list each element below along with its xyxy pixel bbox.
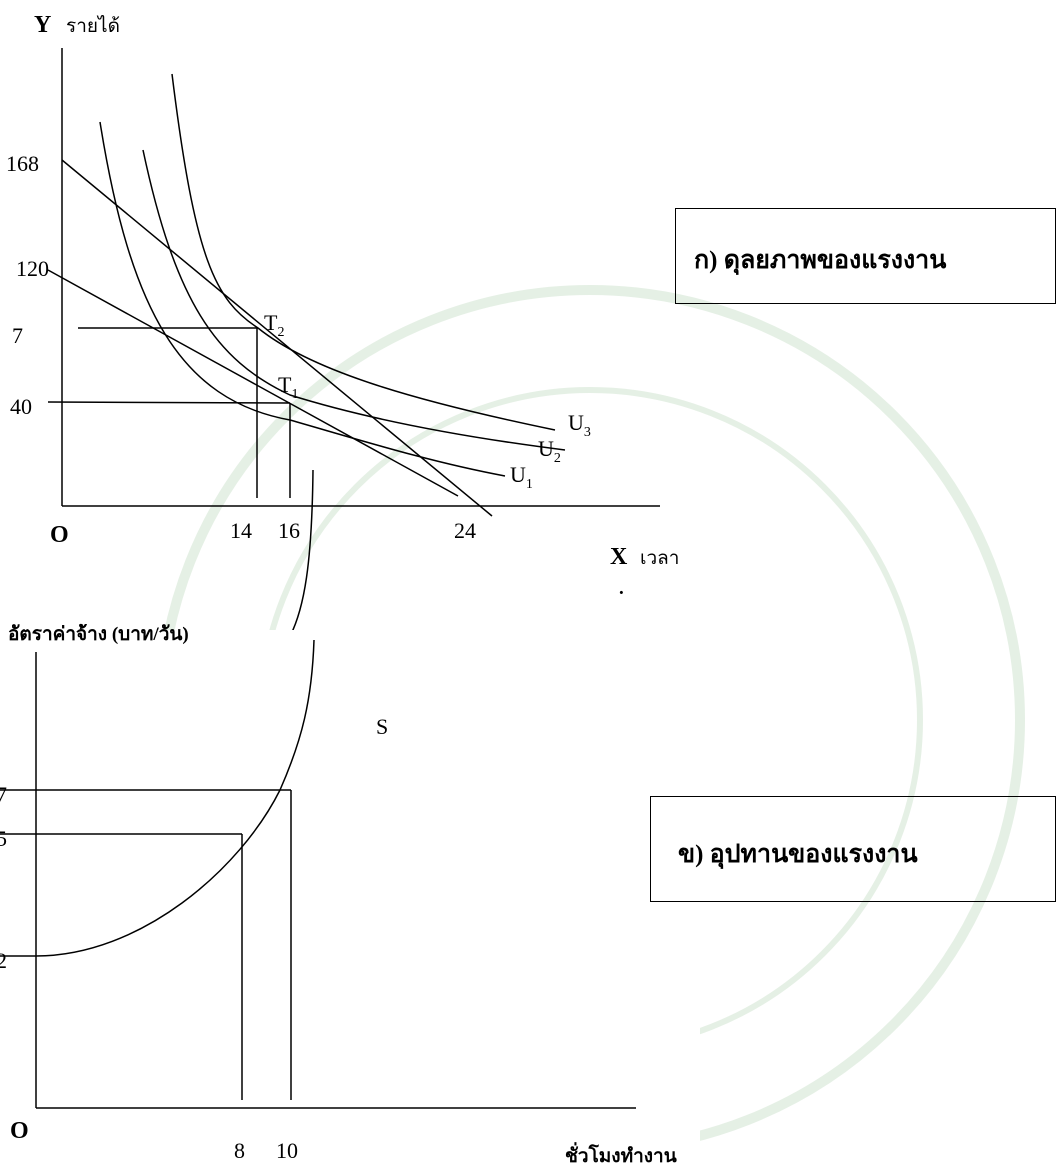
caption-b: ข) อุปทานของแรงงาน (678, 834, 918, 874)
caption-a: ก) ดุลยภาพของแรงงาน (694, 240, 946, 280)
graph-b-mask (0, 630, 700, 1171)
